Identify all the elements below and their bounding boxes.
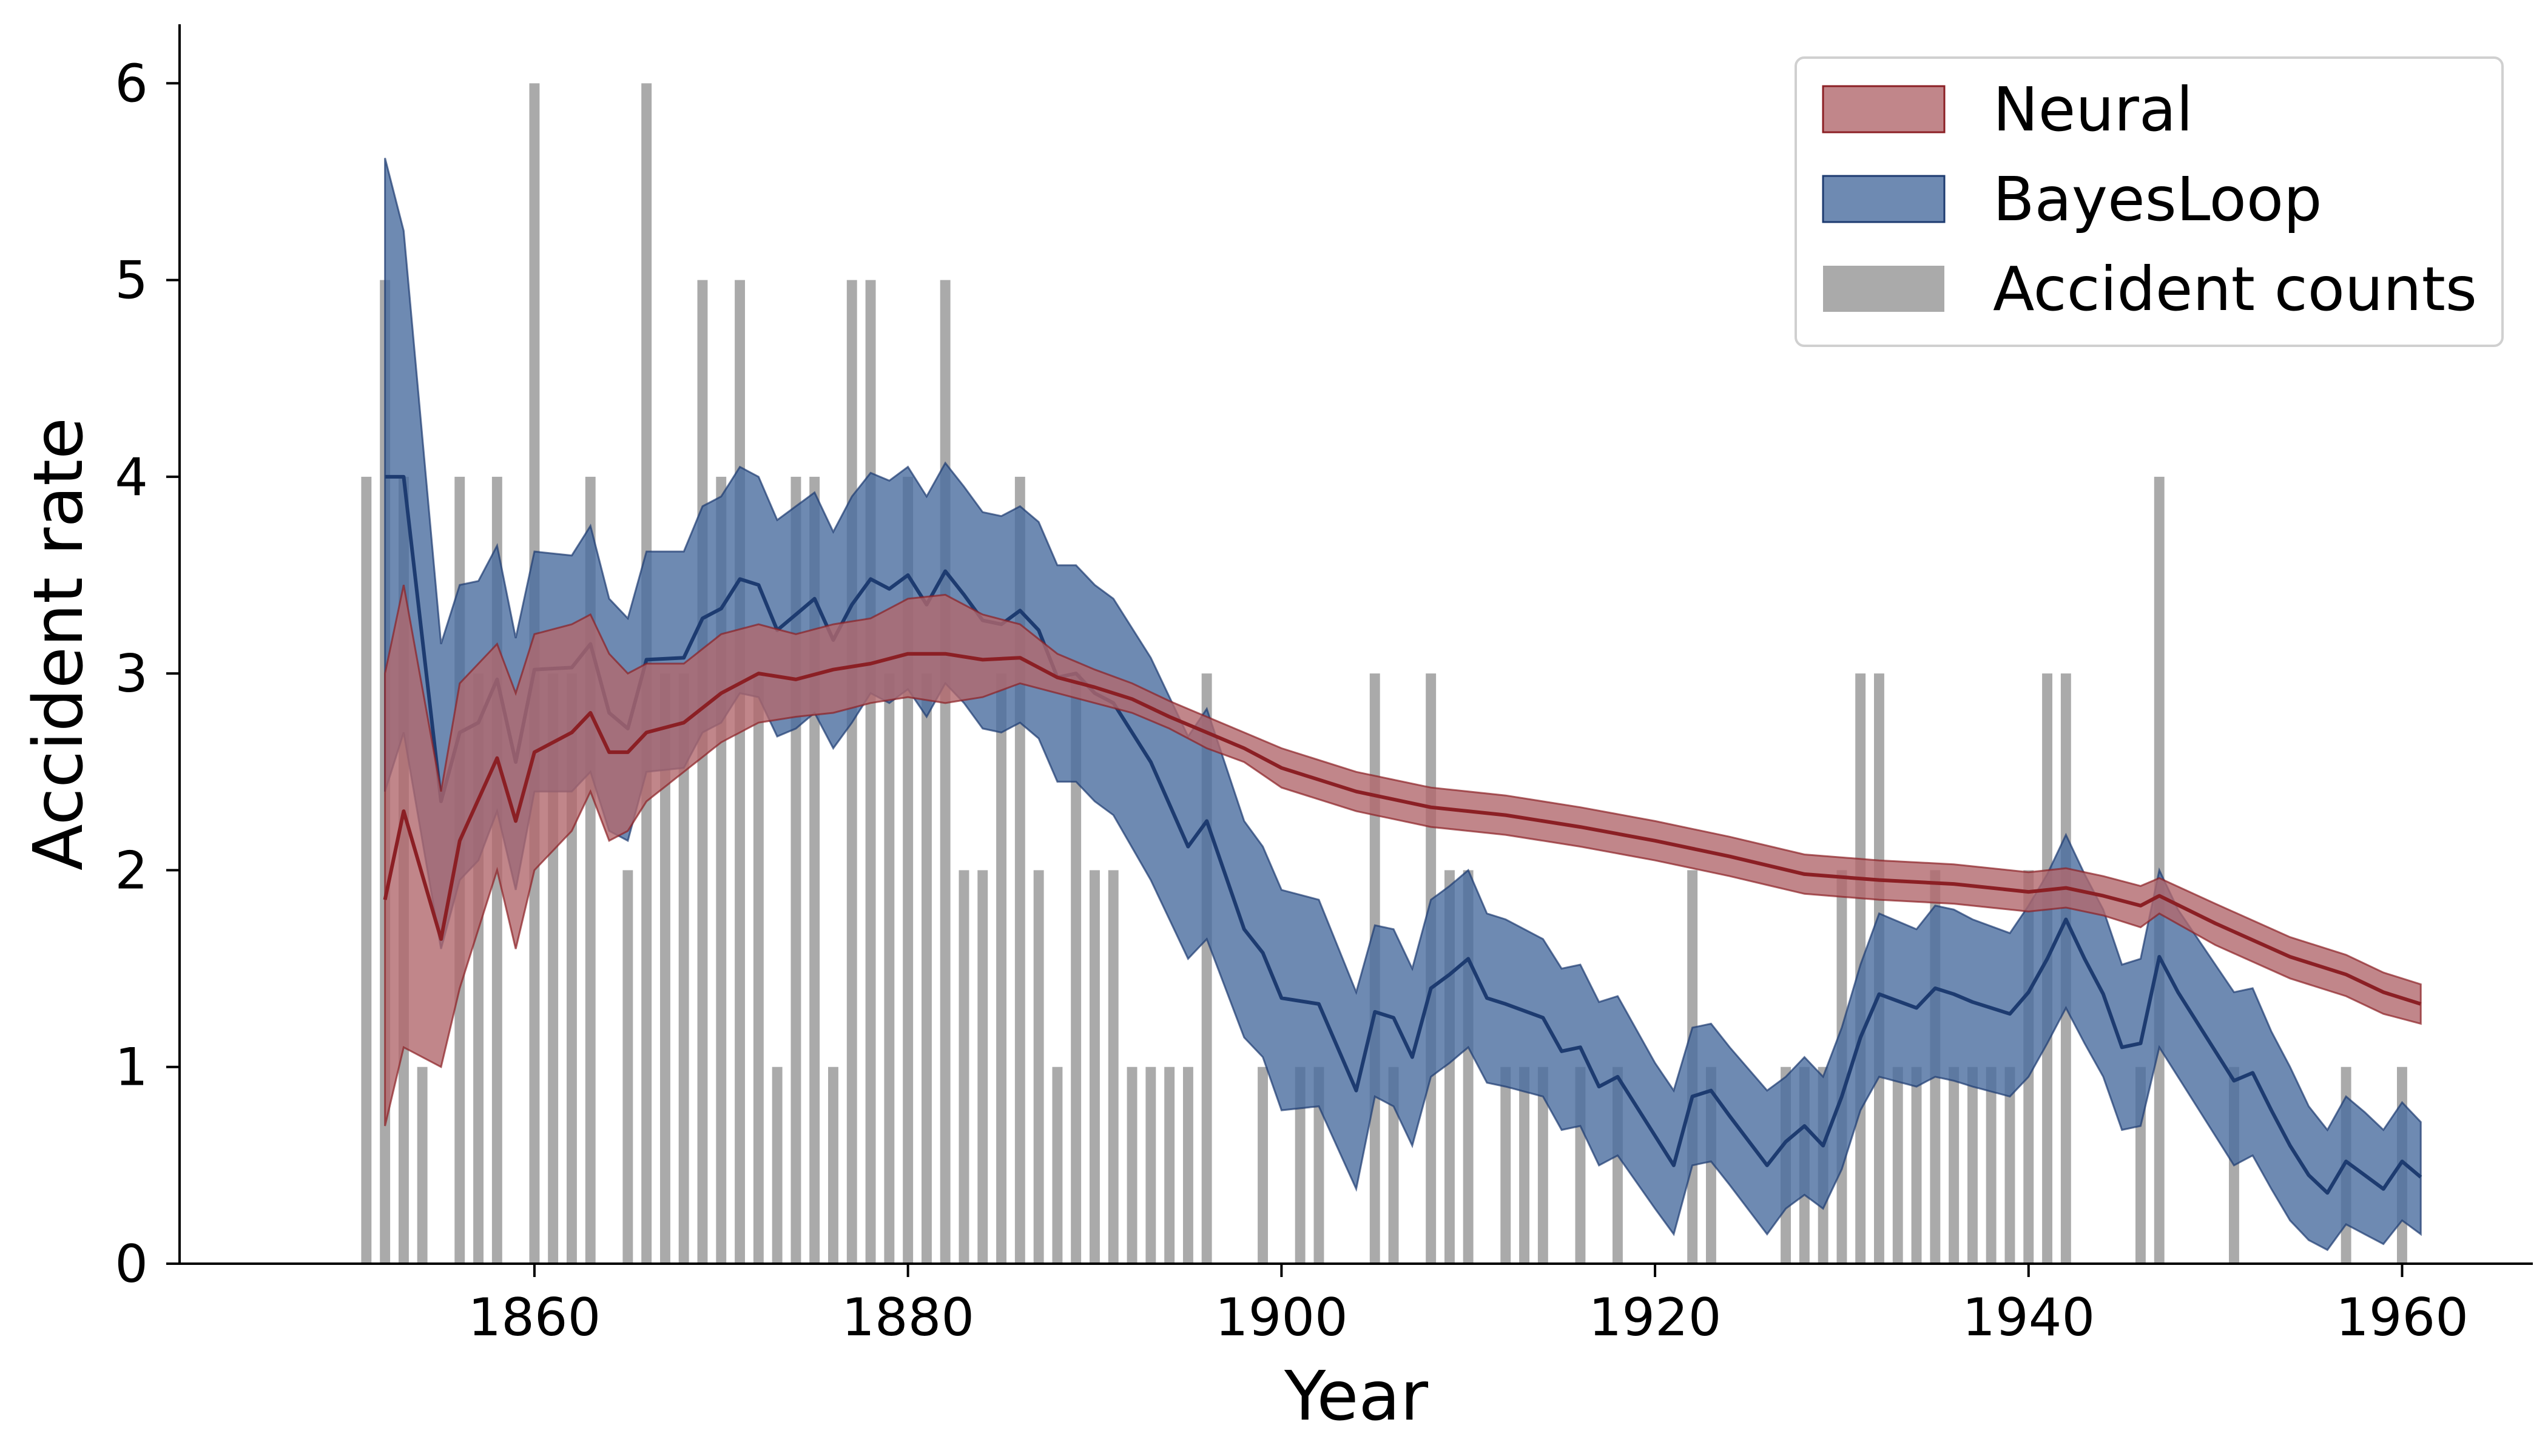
count-bar-1885 [996,673,1006,1264]
count-bar-1913 [1519,1067,1529,1264]
y-tick-label-5: 5 [115,251,148,311]
count-bar-1892 [1127,1067,1138,1264]
legend-swatch-counts [1823,266,1944,312]
count-bar-1877 [846,280,857,1264]
neural-series [383,584,2422,1127]
legend-items: Neural BayesLoop Accident counts [1822,74,2477,325]
legend-label-counts: Accident counts [1993,254,2477,325]
count-bar-1871 [735,280,745,1264]
count-bar-1881 [922,673,932,1264]
count-bar-1865 [622,870,633,1264]
count-bar-1906 [1388,1067,1399,1264]
count-bar-1933 [1892,1067,1903,1264]
x-tick-label-1940: 1940 [1962,1287,2095,1348]
count-bar-1902 [1313,1067,1324,1264]
count-bar-1854 [417,1067,428,1264]
count-bar-1879 [884,673,895,1264]
count-bar-1891 [1108,870,1119,1264]
count-bar-1938 [1986,1067,1997,1264]
count-bar-1936 [1949,1067,1960,1264]
count-bar-1867 [660,673,670,1264]
legend-swatch-neural [1822,85,1946,133]
legend-frame [1795,56,2504,347]
count-bar-1895 [1183,1067,1193,1264]
bayesloop-band [384,158,2422,1252]
count-bar-1888 [1052,1067,1063,1264]
count-bar-1868 [678,673,689,1264]
count-bar-1851 [361,476,372,1264]
y-axis-ticks: 0 1 2 3 4 5 6 [115,53,180,1295]
count-bar-1894 [1164,1067,1175,1264]
neural-line [383,652,2422,1006]
bayesloop-series [384,158,2422,1252]
count-bar-1887 [1033,870,1044,1264]
x-tick-label-1920: 1920 [1589,1287,1722,1348]
count-bar-1876 [828,1067,838,1264]
count-bar-1872 [753,673,764,1264]
axes: 1860 1880 1900 1920 1940 1960 0 1 2 3 4 5 6 Year Ac… [19,24,2533,1436]
count-bar-1889 [1071,673,1082,1264]
count-bar-1873 [772,1067,783,1264]
y-tick-label-3: 3 [115,644,148,704]
count-bar-1914 [1537,1067,1548,1264]
count-bar-1899 [1258,1067,1268,1264]
neural-band [384,584,2422,1127]
legend-label-neural: Neural [1993,74,2193,145]
x-tick-label-1880: 1880 [841,1287,974,1348]
count-bar-1883 [959,870,969,1264]
count-bar-1934 [1911,1067,1922,1264]
y-tick-label-6: 6 [115,53,148,114]
x-tick-label-1900: 1900 [1215,1287,1348,1348]
count-bar-1878 [865,280,876,1264]
x-tick-label-1860: 1860 [468,1287,601,1348]
count-bar-1893 [1145,1067,1156,1264]
legend-swatch-bayes [1822,175,1946,223]
count-bar-1882 [940,280,951,1264]
bayesloop-line [385,474,2422,1195]
count-bar-1869 [697,280,708,1264]
legend: Neural BayesLoop Accident counts [1795,56,2504,347]
y-axis-title: Accident rate [19,417,98,871]
count-bar-1912 [1500,1067,1511,1264]
count-bar-1890 [1090,870,1100,1264]
y-tick-label-0: 0 [115,1234,148,1295]
count-bar-1901 [1295,1067,1306,1264]
y-tick-label-1: 1 [115,1037,148,1098]
count-bar-1884 [977,870,988,1264]
legend-label-bayes: BayesLoop [1993,164,2322,235]
x-axis-title: Year [1284,1357,1429,1436]
y-tick-label-2: 2 [115,840,148,901]
x-tick-label-1960: 1960 [2336,1287,2469,1348]
count-bar-1937 [1967,1067,1978,1264]
count-bar-1939 [2004,1067,2015,1264]
x-axis-ticks: 1860 1880 1900 1920 1940 1960 [468,1264,2469,1348]
y-tick-label-4: 4 [115,447,148,508]
